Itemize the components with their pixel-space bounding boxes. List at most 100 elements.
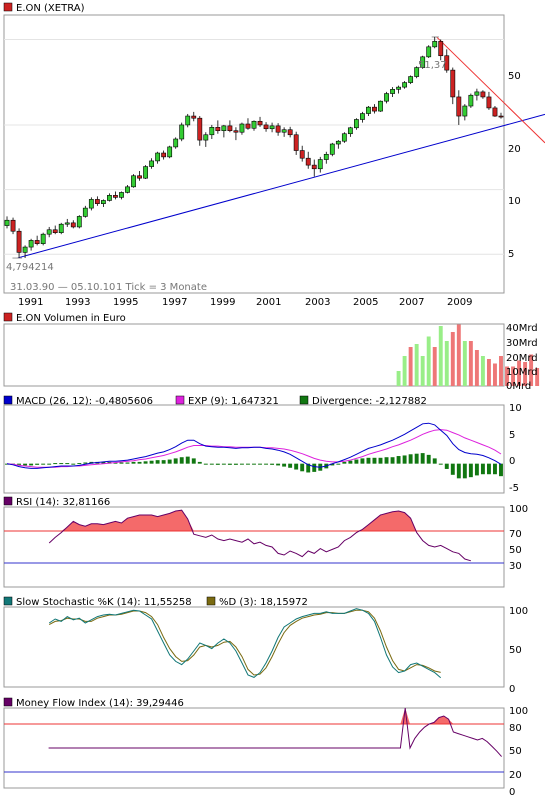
red-square-icon: [3, 2, 13, 12]
divergence-bar: [143, 461, 148, 464]
divergence-bar: [83, 462, 88, 464]
volume-bar: [402, 356, 407, 386]
volume-bar: [468, 341, 473, 386]
divergence-bar: [462, 463, 467, 479]
candle-body: [299, 150, 305, 159]
divergence-bar: [264, 463, 269, 465]
candle-body: [420, 56, 426, 68]
divergence-bar: [197, 461, 202, 464]
divergence-bar: [288, 463, 293, 468]
volume-bar: [529, 354, 534, 386]
olive-square-icon: [206, 596, 216, 606]
volume-bar: [432, 347, 437, 386]
volume-bar: [535, 368, 540, 386]
stoch-y-tick: 50: [509, 645, 522, 656]
candle-body: [372, 106, 377, 112]
candle-body: [456, 96, 462, 117]
divergence-bar: [47, 463, 52, 465]
high-label: 51,37: [418, 60, 447, 71]
volume-frame: [3, 323, 505, 387]
divergence-bar: [493, 463, 497, 475]
divergence-bar: [402, 455, 407, 464]
divergence-bar: [35, 463, 40, 465]
macd-title: MACD (26, 12): -0,4805606: [16, 396, 153, 407]
divergence-bar: [23, 463, 28, 466]
mfi-y-tick: 50: [509, 746, 522, 757]
divergence-bar: [474, 463, 479, 476]
candle-body: [40, 233, 46, 244]
x-tick-label: 2003: [305, 297, 330, 308]
macd-frame: [3, 404, 505, 494]
candle-body: [221, 125, 227, 132]
candle-body: [432, 41, 438, 48]
rsi-panel: RSI (14): 32,81166 100 70 50 30: [3, 496, 528, 588]
resistance-trendline: [436, 36, 545, 144]
mfi-y-tick: 80: [509, 723, 522, 734]
divergence-bar: [384, 457, 389, 464]
divergence-bar: [450, 463, 455, 475]
divergence-bar: [378, 457, 383, 464]
volume-bar: [493, 363, 497, 386]
divergence-bar: [342, 461, 347, 464]
divergence-bar: [221, 463, 226, 465]
candle-body: [354, 119, 359, 129]
macd-y-tick: 0: [509, 456, 515, 467]
candle-body: [408, 76, 414, 83]
divergence-bar: [252, 463, 256, 465]
divergence-bar: [53, 463, 58, 465]
candle-body: [360, 113, 365, 120]
divergence-bar: [29, 463, 34, 466]
rsi-y-tick: 100: [509, 504, 528, 515]
divergence-bar: [137, 461, 142, 464]
support-trendline: [17, 113, 545, 259]
divergence-bar: [161, 460, 166, 464]
candle-body: [82, 207, 88, 217]
stoch-y-tick: 0: [509, 684, 515, 695]
candle-body: [161, 152, 167, 158]
divergence-bar: [185, 456, 190, 464]
volume-y-tick: 0Mrd: [506, 381, 531, 392]
divergence-bar: [155, 460, 160, 464]
macd-line: [6, 422, 502, 469]
divergence-bar: [408, 454, 413, 464]
volume-bar: [511, 366, 515, 386]
stochastic-frame: [3, 606, 505, 688]
divergence-bar: [360, 458, 365, 464]
macd-y-tick: 5: [509, 430, 515, 441]
x-tick-label: 1997: [162, 297, 187, 308]
candle-body: [480, 91, 486, 98]
volume-bar: [474, 350, 479, 386]
candle-body: [22, 246, 28, 253]
divergence-bar: [348, 460, 353, 464]
macd-y-ticks: 10 5 0 -5: [509, 403, 522, 494]
candle-body: [239, 123, 245, 133]
candle-body: [251, 120, 257, 129]
volume-bar: [444, 341, 449, 386]
candle-body: [474, 91, 480, 96]
volume-bar: [414, 344, 419, 386]
blue-square-icon: [3, 395, 13, 405]
divergence-bar: [113, 462, 118, 464]
candle-body: [245, 123, 251, 129]
red-square-icon: [3, 312, 13, 322]
candle-body: [76, 216, 82, 228]
price-x-ticks: 1991 1993 1995 1997 1999 2001 2003 2005 …: [18, 297, 472, 308]
candle-body: [131, 175, 136, 188]
divergence-bar: [282, 463, 287, 467]
volume-bar: [408, 347, 413, 386]
candle-body: [329, 143, 335, 155]
divergence-bar: [149, 460, 154, 464]
candle-body: [287, 129, 293, 136]
candle-body: [257, 120, 263, 126]
divergence-bar: [101, 461, 106, 464]
divergence-bar: [390, 457, 395, 464]
price-y-tick: 20: [508, 144, 521, 155]
candle-body: [119, 192, 124, 198]
divergence-bar: [426, 454, 431, 464]
divergence-bar: [336, 463, 341, 465]
volume-y-tick: 40Mrd: [506, 323, 538, 334]
stoch-k-title: Slow Stochastic %K (14): 11,55258: [16, 597, 192, 608]
divergence-bar: [246, 463, 250, 465]
candle-body: [233, 130, 239, 133]
candle-body: [468, 94, 474, 107]
